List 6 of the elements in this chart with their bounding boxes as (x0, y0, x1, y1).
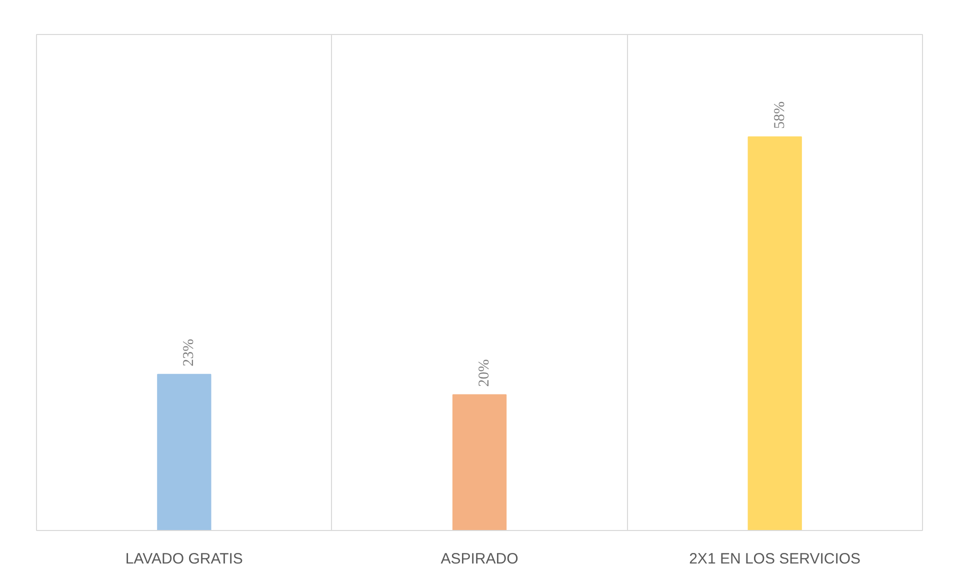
x-tick-label: ASPIRADO (440, 550, 518, 568)
x-tick-label: LAVADO GRATIS (125, 550, 243, 568)
data-label: 58% (772, 101, 788, 129)
x-tick-label: 2X1 EN LOS SERVICIOS (689, 550, 861, 568)
data-label: 23% (181, 338, 198, 366)
data-label: 20% (476, 359, 492, 387)
